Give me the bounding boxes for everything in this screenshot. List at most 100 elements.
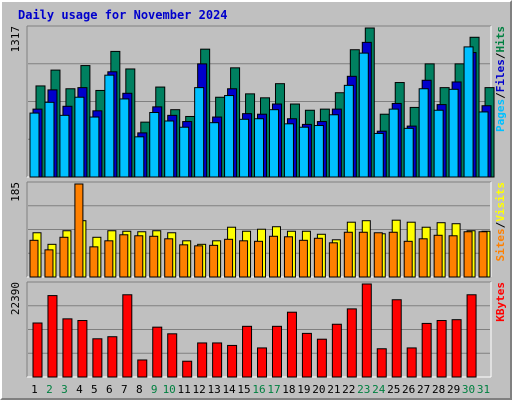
x-label-day-11: 11: [178, 383, 191, 396]
bar-kbytes-day-4: [77, 320, 88, 378]
bottom-legend-item-0: KBytes: [494, 282, 507, 322]
x-label-day-6: 6: [106, 383, 113, 396]
x-label-day-12: 12: [193, 383, 206, 396]
bar-sites-day-7: [119, 234, 129, 278]
x-label-day-13: 13: [207, 383, 220, 396]
bar-sites-day-25: [388, 231, 398, 278]
bar-kbytes-day-27: [421, 322, 432, 378]
bar-kbytes-day-11: [182, 360, 193, 378]
bar-kbytes-day-9: [152, 326, 163, 378]
bar-pages-day-28: [433, 109, 444, 178]
bar-pages-day-30: [463, 46, 474, 178]
middle-legend-item-1: /: [494, 221, 507, 228]
bar-pages-day-2: [44, 101, 55, 178]
x-label-day-30: 30: [462, 383, 475, 396]
bar-pages-day-8: [134, 136, 145, 178]
top-legend-item-2: Files: [494, 59, 507, 92]
bar-sites-day-10: [164, 238, 174, 278]
bar-sites-day-13: [209, 244, 219, 278]
bar-pages-day-29: [448, 88, 459, 178]
bar-pages-day-16: [254, 118, 265, 178]
x-label-day-20: 20: [312, 383, 325, 396]
bar-sites-day-11: [179, 244, 189, 278]
bar-pages-day-4: [74, 96, 85, 178]
bar-pages-day-5: [89, 116, 100, 178]
bar-pages-day-13: [209, 122, 220, 178]
bar-pages-day-25: [388, 108, 399, 178]
x-label-day-3: 3: [61, 383, 68, 396]
top-legend-item-3: /: [494, 92, 507, 99]
bar-sites-day-26: [403, 240, 413, 278]
bar-pages-day-14: [224, 95, 235, 178]
bar-pages-day-3: [59, 114, 70, 178]
bar-pages-day-15: [239, 118, 250, 178]
bar-pages-day-21: [328, 114, 339, 178]
middle-legend-item-0: Visits: [494, 182, 507, 222]
x-label-day-14: 14: [222, 383, 236, 396]
top-legend: Pages/Files/Hits: [494, 26, 507, 132]
top-legend-item-0: Hits: [494, 26, 507, 53]
bar-sites-day-31: [478, 231, 488, 278]
bar-sites-day-9: [149, 235, 159, 278]
x-label-day-10: 10: [163, 383, 176, 396]
bar-kbytes-day-12: [197, 342, 208, 378]
bar-kbytes-day-1: [32, 322, 43, 378]
x-label-day-24: 24: [372, 383, 386, 396]
bar-sites-day-8: [134, 235, 144, 278]
bar-sites-day-12: [194, 245, 204, 278]
bar-pages-day-7: [119, 98, 130, 178]
bar-sites-day-4: [74, 183, 84, 278]
bar-kbytes-day-2: [47, 295, 58, 378]
bar-sites-day-23: [358, 231, 368, 278]
bar-kbytes-day-16: [257, 347, 268, 378]
bar-sites-day-19: [298, 239, 308, 278]
x-label-day-16: 16: [252, 383, 265, 396]
bar-kbytes-day-17: [271, 325, 282, 378]
top-ymax-label: 1317: [9, 26, 22, 53]
bar-sites-day-2: [44, 249, 54, 278]
bar-sites-day-17: [268, 235, 278, 278]
bar-kbytes-day-20: [316, 338, 327, 378]
bar-sites-day-21: [328, 242, 338, 278]
bar-kbytes-day-14: [227, 344, 238, 378]
x-label-day-26: 26: [402, 383, 415, 396]
x-label-day-23: 23: [357, 383, 370, 396]
bar-sites-day-5: [89, 246, 99, 278]
top-legend-item-1: /: [494, 52, 507, 59]
bar-pages-day-17: [268, 109, 279, 178]
bar-kbytes-day-6: [107, 336, 118, 378]
bar-kbytes-day-30: [466, 294, 477, 378]
bar-sites-day-14: [224, 238, 234, 278]
bar-sites-day-20: [313, 237, 323, 278]
x-label-day-19: 19: [297, 383, 310, 396]
middle-ymax-label: 185: [9, 182, 22, 202]
x-label-day-1: 1: [31, 383, 38, 396]
bar-sites-day-30: [463, 231, 473, 278]
bar-sites-day-1: [29, 239, 39, 278]
x-label-day-25: 25: [387, 383, 400, 396]
bar-kbytes-day-26: [406, 347, 417, 378]
bar-pages-day-31: [478, 111, 489, 178]
x-label-day-15: 15: [237, 383, 250, 396]
bottom-legend: KBytes: [494, 282, 507, 322]
x-label-day-8: 8: [136, 383, 143, 396]
x-label-day-28: 28: [432, 383, 445, 396]
x-label-day-29: 29: [447, 383, 460, 396]
x-axis-band: [27, 380, 491, 394]
bar-pages-day-26: [403, 127, 414, 178]
bar-pages-day-19: [298, 126, 309, 178]
bar-kbytes-day-24: [376, 348, 387, 378]
bar-kbytes-day-22: [346, 308, 357, 378]
bar-kbytes-day-10: [167, 333, 178, 378]
bar-pages-day-9: [149, 112, 160, 178]
bar-kbytes-day-23: [361, 283, 372, 378]
bar-sites-day-28: [433, 234, 443, 278]
bar-kbytes-day-13: [212, 342, 223, 378]
bar-kbytes-day-8: [137, 359, 148, 378]
bar-kbytes-day-25: [391, 299, 402, 378]
bar-pages-day-1: [29, 112, 40, 178]
bar-kbytes-day-7: [122, 294, 133, 378]
x-label-day-27: 27: [417, 383, 430, 396]
bar-pages-day-12: [194, 87, 205, 178]
